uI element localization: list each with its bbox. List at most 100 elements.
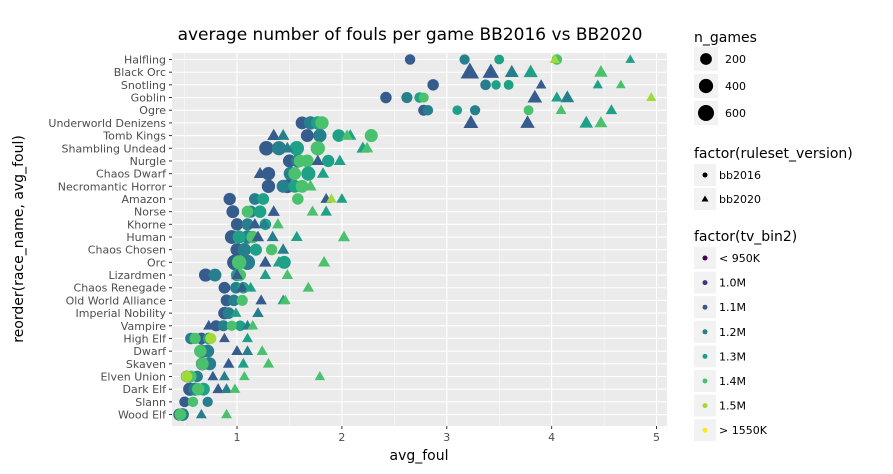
data-point-bb2020 xyxy=(221,408,232,419)
data-point-bb2020 xyxy=(281,269,294,279)
data-point-bb2016 xyxy=(228,294,240,307)
data-point-bb2020 xyxy=(316,167,330,178)
legend-size-key xyxy=(698,78,714,94)
y-tick-label: Imperial Nobility xyxy=(75,307,166,320)
data-point-bb2016 xyxy=(459,54,470,65)
data-point-bb2020 xyxy=(236,281,248,292)
data-point-bb2020 xyxy=(266,230,279,242)
data-point-bb2016 xyxy=(205,332,217,345)
data-point-bb2020 xyxy=(311,154,324,166)
data-point-bb2016 xyxy=(231,255,247,270)
data-point-bb2020 xyxy=(256,345,268,355)
legend-ruleset-entries: bb2016 bb2020 xyxy=(694,164,761,210)
data-point-bb2016 xyxy=(322,154,335,168)
data-point-bb2020 xyxy=(337,230,351,242)
legend-size-label: 400 xyxy=(725,80,746,93)
legend-size-label: 600 xyxy=(725,107,746,120)
data-point-bb2020 xyxy=(245,281,257,292)
data-point-bb2020 xyxy=(237,357,249,368)
legend-color-key xyxy=(702,280,708,286)
y-tick-label: High Elf xyxy=(123,332,167,345)
legend-n-games-entries: 200 400 600 xyxy=(694,47,746,125)
y-tick-label: Chaos Dwarf xyxy=(96,168,167,181)
data-point-bb2020 xyxy=(272,255,286,267)
data-point-bb2020 xyxy=(646,92,657,102)
y-axis-label: reorder(race_name, avg_foul) xyxy=(11,135,27,343)
data-point-bb2020 xyxy=(203,319,215,330)
legend-shape-label: bb2016 xyxy=(719,169,761,182)
legend-tv-bin-entries: < 950K 1.0M 1.1M 1.2M 1.3M 1.4M 1.5M > 1550K xyxy=(694,247,768,442)
legend-shape-triangle xyxy=(701,195,709,202)
legend-color-label: 1.4M xyxy=(719,375,746,388)
data-point-bb2020 xyxy=(277,243,290,254)
x-tick-label: 3 xyxy=(443,431,450,444)
data-point-bb2016 xyxy=(223,192,236,206)
data-points xyxy=(173,54,657,421)
data-point-bb2020 xyxy=(262,357,275,368)
data-point-bb2020 xyxy=(218,370,230,381)
data-point-bb2020 xyxy=(253,166,267,178)
data-point-bb2016 xyxy=(503,79,514,90)
legend-color-label: 1.3M xyxy=(719,350,746,363)
data-point-bb2020 xyxy=(258,218,271,229)
x-axis-label: avg_foul xyxy=(389,448,448,464)
data-point-bb2016 xyxy=(401,91,413,104)
data-point-bb2016 xyxy=(404,54,416,65)
y-tick-label: Black Orc xyxy=(114,66,166,79)
data-point-bb2020 xyxy=(218,332,230,343)
data-point-bb2020 xyxy=(360,141,374,153)
data-point-bb2016 xyxy=(218,281,231,294)
data-point-bb2016 xyxy=(261,179,276,194)
y-tick-label: Dark Elf xyxy=(123,383,168,396)
y-tick-label: Tomb Kings xyxy=(102,130,166,143)
legend-tv-bin-title: factor(tv_bin2) xyxy=(694,229,797,245)
data-point-bb2016 xyxy=(179,396,190,408)
data-point-bb2016 xyxy=(241,205,254,218)
x-tick-label: 4 xyxy=(548,431,555,444)
data-point-bb2016 xyxy=(289,141,305,156)
y-tick-label: Khorne xyxy=(127,218,166,231)
data-point-bb2020 xyxy=(302,281,315,292)
legend-color-label: 1.0M xyxy=(719,277,746,290)
y-tick-label: Old World Alliance xyxy=(66,294,167,307)
data-point-bb2016 xyxy=(295,179,309,193)
data-point-bb2016 xyxy=(248,193,261,205)
data-point-bb2016 xyxy=(198,268,213,282)
data-point-bb2016 xyxy=(480,79,491,91)
data-point-bb2016 xyxy=(189,332,201,345)
data-point-bb2020 xyxy=(551,91,563,102)
data-point-bb2020 xyxy=(594,116,608,128)
data-point-bb2020 xyxy=(195,408,207,419)
chart-title: average number of fouls per game BB2016 … xyxy=(178,25,643,45)
y-tick-label: Lizardmen xyxy=(109,269,166,282)
y-tick-label: Goblin xyxy=(131,92,166,105)
x-axis-tick-labels: 1 2 3 4 5 xyxy=(234,426,660,444)
data-point-bb2020 xyxy=(229,383,241,393)
legend-shape-circle xyxy=(702,172,708,178)
data-point-bb2016 xyxy=(230,218,244,231)
legend-size-key xyxy=(698,105,714,121)
data-point-bb2016 xyxy=(257,193,270,205)
y-tick-label: Human xyxy=(126,231,166,244)
data-point-bb2020 xyxy=(625,54,636,63)
data-point-bb2020 xyxy=(290,230,303,242)
data-point-bb2016 xyxy=(226,205,240,219)
data-point-bb2016 xyxy=(196,357,209,371)
data-point-bb2016 xyxy=(380,91,392,104)
y-tick-label: Amazon xyxy=(122,193,166,206)
y-tick-label: Dwarf xyxy=(133,345,167,358)
data-point-bb2020 xyxy=(222,357,235,368)
data-point-bb2016 xyxy=(249,243,262,256)
y-tick-label: Chaos Renegade xyxy=(74,282,167,295)
x-tick-label: 1 xyxy=(234,431,241,444)
legend-size-label: 200 xyxy=(725,53,746,66)
data-point-bb2016 xyxy=(226,320,237,331)
data-point-bb2020 xyxy=(579,115,594,128)
data-point-bb2020 xyxy=(555,104,567,114)
data-point-bb2016 xyxy=(191,382,205,396)
data-point-bb2016 xyxy=(418,92,429,103)
data-point-bb2020 xyxy=(255,294,267,305)
data-point-bb2020 xyxy=(594,65,608,77)
x-tick-label: 2 xyxy=(338,431,345,444)
legend: n_games 200 400 600 factor(ruleset_version… xyxy=(694,30,853,442)
